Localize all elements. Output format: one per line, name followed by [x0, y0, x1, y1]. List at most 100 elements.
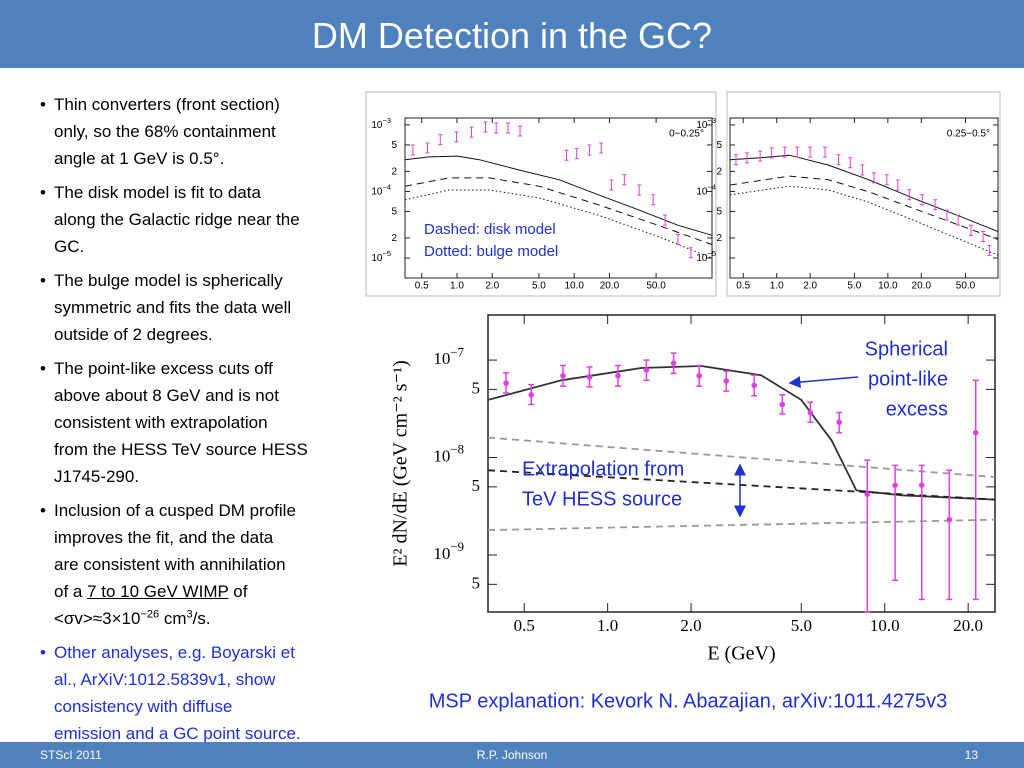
data-point	[643, 367, 650, 373]
data-point	[933, 199, 938, 211]
model-curve	[405, 155, 712, 236]
bullet-line: Thin converters (front section)	[54, 95, 280, 114]
bullet-line: consistent with extrapolation	[54, 413, 268, 432]
data-point	[968, 224, 973, 236]
data-point	[688, 247, 693, 259]
bullet-line: along the Galactic ridge near the	[54, 210, 300, 229]
data-point	[438, 134, 443, 146]
model-curve	[488, 469, 995, 501]
y-tick-label: 10−7	[433, 345, 464, 368]
bullet-line: GC.	[54, 237, 85, 256]
bullet-list: Thin converters (front section) only, so …	[40, 91, 360, 754]
data-point	[469, 126, 474, 138]
y-tick-label: 5	[472, 476, 481, 495]
model-curve	[730, 175, 998, 240]
data-point	[807, 409, 814, 416]
x-tick-label: 10.0	[564, 281, 584, 292]
tick-base: 5	[472, 573, 481, 592]
figure: MSP explanation: Kevork N. Abazajian, ar…	[365, 91, 1001, 712]
x-tick-label: 0.5	[415, 281, 429, 292]
footer-left: STScI 2011	[40, 748, 102, 762]
data-point	[564, 149, 569, 161]
x-tick-label: 2.0	[680, 616, 701, 635]
annotation: excess	[886, 398, 948, 420]
data-point	[518, 125, 523, 137]
annotation: point-like	[868, 368, 948, 390]
x-tick-label: 50.0	[646, 281, 666, 292]
bullet-line: of a 7 to 10 GeV WIMP of	[54, 578, 360, 605]
tick-base: 5	[472, 476, 481, 495]
tick-base: 10	[696, 186, 708, 197]
model-curve	[488, 436, 995, 478]
x-axis-label: E (GeV)	[707, 643, 775, 665]
x-tick-label: 20.0	[600, 281, 620, 292]
model-curve	[730, 154, 998, 232]
bullet-line: al., ArXiV:1012.5839v1, show	[54, 670, 276, 689]
y-tick-label: 5	[716, 206, 722, 217]
data-point	[744, 152, 749, 164]
data-point	[574, 148, 579, 160]
model-curve	[405, 189, 712, 259]
data-point	[696, 372, 703, 379]
data-point	[956, 214, 961, 226]
footer-bar	[0, 742, 1024, 768]
x-tick-label: 2.0	[485, 281, 499, 292]
tick-exponent: −3	[707, 116, 716, 125]
bullet: The point-like excess cuts off above abou…	[40, 355, 360, 490]
y-tick-label: 10−8	[433, 443, 464, 466]
data-point	[733, 154, 738, 166]
model-curve	[488, 518, 995, 531]
plot-box	[726, 91, 1001, 297]
x-tick-label: 5.0	[847, 281, 861, 292]
x-tick-label: 1.0	[450, 281, 464, 292]
bullet-line: are consistent with annihilation	[54, 555, 286, 574]
arrow	[788, 376, 859, 389]
tick-base: 2	[716, 233, 722, 244]
data-point	[506, 122, 511, 134]
tick-exponent: −7	[450, 345, 464, 359]
tick-base: 5	[391, 140, 397, 151]
bullet-line: from the HESS TeV source HESS	[54, 440, 308, 459]
bullet-line: above about 8 GeV and is not	[54, 386, 279, 405]
data-point	[907, 189, 912, 201]
data-point	[892, 482, 898, 489]
bullet-line: The point-like excess cuts off	[54, 359, 273, 378]
y-tick-label: 5	[716, 140, 722, 151]
data-point	[981, 231, 986, 243]
text-run: 7 to 10 GeV WIMP	[87, 582, 229, 601]
data-point	[946, 516, 953, 523]
data-point	[848, 157, 853, 169]
model-curve	[488, 365, 995, 501]
bullet: Inclusion of a cusped DM profile improves…	[40, 497, 360, 632]
y-tick-label: 5	[391, 206, 397, 217]
annotation: Extrapolation from	[522, 458, 684, 480]
tick-base: 2	[716, 166, 722, 177]
y-tick-label: 10−4	[696, 182, 716, 197]
plot-label: 0−0.25°	[669, 129, 704, 140]
data-point	[723, 378, 730, 384]
header-bar	[0, 0, 1024, 68]
data-point	[670, 360, 677, 366]
tick-base: 10	[371, 186, 383, 197]
x-tick-label: 10.0	[870, 616, 900, 635]
bullet: Other analyses, e.g. Boyarski et al., ArX…	[40, 639, 360, 747]
tick-exponent: −9	[450, 540, 464, 554]
tick-exponent: −8	[450, 443, 464, 457]
tick-base: 2	[391, 233, 397, 244]
y-tick-label: 10−5	[696, 249, 716, 264]
bullet-line: The bulge model is spherically	[54, 271, 283, 290]
text-run: of a	[54, 582, 88, 601]
plot-frame	[729, 117, 999, 279]
data-point	[972, 429, 979, 436]
tick-exponent: −5	[707, 249, 716, 258]
y-tick-label: 5	[391, 140, 397, 151]
plot-box	[365, 91, 717, 297]
bullet: The disk model is fit to data along the G…	[40, 179, 360, 260]
x-tick-label: 5.0	[532, 281, 546, 292]
data-point	[528, 392, 535, 398]
y-tick-label: 5	[472, 573, 481, 592]
plot: 0.5 1.0 2.0 5.0 10.0 20.0 50.010−35210−45210−5…	[696, 116, 999, 292]
y-tick-label: 10−5	[371, 249, 391, 264]
data-point	[483, 121, 488, 133]
